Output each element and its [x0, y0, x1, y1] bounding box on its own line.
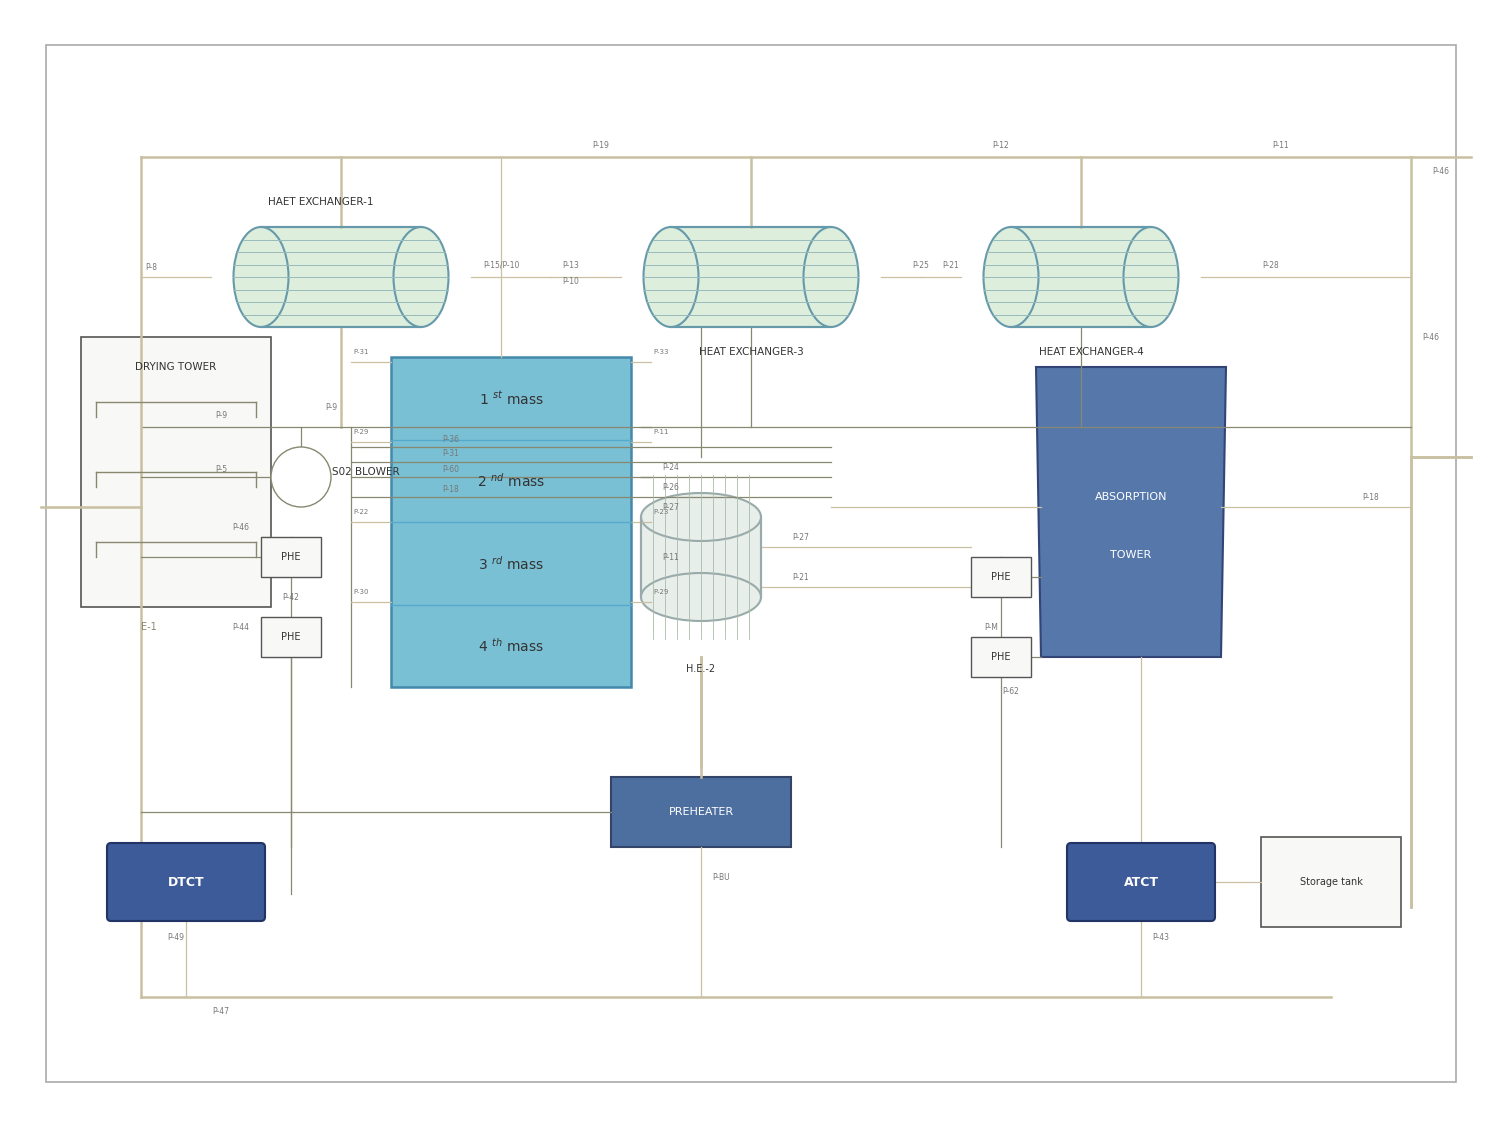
- Ellipse shape: [233, 227, 288, 327]
- Ellipse shape: [804, 227, 859, 327]
- Text: HEAT EXCHANGER-3: HEAT EXCHANGER-3: [698, 347, 804, 357]
- Text: DTCT: DTCT: [168, 876, 204, 888]
- Text: P-8: P-8: [146, 263, 158, 272]
- Text: P-27: P-27: [662, 503, 679, 512]
- Text: P-BU: P-BU: [712, 872, 730, 881]
- Text: P-43: P-43: [1152, 932, 1170, 941]
- Bar: [1011, 227, 1151, 327]
- Text: P-M: P-M: [984, 622, 997, 631]
- Text: P-46: P-46: [1422, 332, 1439, 341]
- FancyBboxPatch shape: [1066, 843, 1215, 921]
- Text: P-15/P-10: P-15/P-10: [482, 260, 520, 269]
- Text: P-60: P-60: [443, 464, 460, 473]
- Text: P-28: P-28: [1263, 260, 1280, 269]
- Text: PHE: PHE: [991, 573, 1011, 582]
- Text: P-27: P-27: [793, 532, 810, 541]
- Text: P-18: P-18: [443, 485, 460, 494]
- Text: P-10: P-10: [563, 277, 580, 286]
- Text: P-12: P-12: [993, 141, 1009, 150]
- Text: 3 $^{rd}$ mass: 3 $^{rd}$ mass: [478, 554, 544, 573]
- Text: P-49: P-49: [168, 932, 185, 941]
- Text: P-44: P-44: [233, 622, 249, 631]
- Text: P-47: P-47: [212, 1008, 230, 1017]
- Ellipse shape: [641, 492, 762, 541]
- Text: 4 $^{th}$ mass: 4 $^{th}$ mass: [478, 637, 544, 655]
- Text: P-26: P-26: [662, 482, 679, 491]
- Text: 1 $^{st}$ mass: 1 $^{st}$ mass: [479, 390, 544, 407]
- FancyBboxPatch shape: [107, 843, 264, 921]
- Text: P-23: P-23: [653, 509, 668, 515]
- Text: P-62: P-62: [1002, 687, 1020, 696]
- Text: E-1: E-1: [141, 622, 156, 632]
- Bar: [1262, 837, 1401, 928]
- Text: PREHEATER: PREHEATER: [668, 807, 733, 817]
- Text: ABSORPTION: ABSORPTION: [1095, 492, 1167, 503]
- Text: P-22: P-22: [353, 509, 368, 515]
- Text: H.E.-2: H.E.-2: [686, 664, 715, 674]
- Ellipse shape: [643, 227, 698, 327]
- Text: P-5: P-5: [215, 464, 227, 473]
- Text: P-30: P-30: [353, 589, 369, 595]
- Text: S02 BLOWER: S02 BLOWER: [332, 467, 400, 477]
- Text: P-31: P-31: [443, 450, 460, 459]
- Text: DRYING TOWER: DRYING TOWER: [135, 362, 216, 372]
- Ellipse shape: [1123, 227, 1179, 327]
- Text: P-33: P-33: [653, 349, 668, 355]
- Text: P-42: P-42: [282, 593, 299, 602]
- Text: TOWER: TOWER: [1110, 550, 1152, 560]
- Text: P-18: P-18: [1362, 492, 1379, 502]
- Text: PHE: PHE: [991, 653, 1011, 662]
- Ellipse shape: [984, 227, 1038, 327]
- Bar: [970, 637, 1030, 677]
- Text: P-25: P-25: [913, 260, 930, 269]
- Bar: [671, 227, 831, 327]
- Ellipse shape: [641, 573, 762, 621]
- Polygon shape: [1036, 367, 1226, 657]
- Text: 2 $^{nd}$ mass: 2 $^{nd}$ mass: [476, 472, 545, 490]
- Text: P-29: P-29: [353, 429, 368, 435]
- Bar: [261, 536, 321, 577]
- Text: P-9: P-9: [324, 402, 336, 411]
- Text: HAET EXCHANGER-1: HAET EXCHANGER-1: [269, 197, 374, 207]
- Text: ATCT: ATCT: [1123, 876, 1158, 888]
- Bar: [970, 557, 1030, 597]
- Text: PHE: PHE: [281, 552, 300, 562]
- Text: P-24: P-24: [662, 462, 679, 471]
- Text: P-29: P-29: [653, 589, 668, 595]
- Text: P-19: P-19: [593, 141, 610, 150]
- Bar: [391, 357, 631, 687]
- Text: P-13: P-13: [563, 260, 580, 269]
- Text: HEAT EXCHANGER-4: HEAT EXCHANGER-4: [1038, 347, 1143, 357]
- Circle shape: [270, 447, 330, 507]
- Ellipse shape: [394, 227, 449, 327]
- Bar: [611, 777, 792, 848]
- Text: P-36: P-36: [443, 435, 460, 444]
- Bar: [261, 227, 421, 327]
- Text: Storage tank: Storage tank: [1299, 877, 1362, 887]
- Bar: [261, 616, 321, 657]
- Text: P-11: P-11: [653, 429, 668, 435]
- Text: P-11: P-11: [1272, 141, 1289, 150]
- Text: P-9: P-9: [215, 410, 227, 419]
- Text: P-21: P-21: [943, 260, 960, 269]
- Text: PHE: PHE: [281, 632, 300, 642]
- Text: P-31: P-31: [353, 349, 369, 355]
- Text: P-11: P-11: [662, 552, 679, 561]
- Text: P-46: P-46: [1433, 168, 1449, 177]
- Text: P-21: P-21: [793, 573, 810, 582]
- Bar: [641, 517, 762, 597]
- Text: P-46: P-46: [233, 523, 249, 532]
- Bar: [81, 337, 270, 607]
